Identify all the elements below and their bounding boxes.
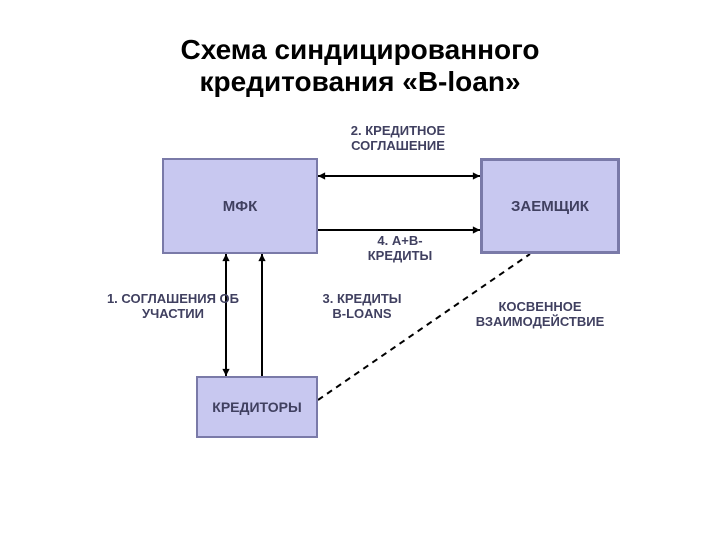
- label-3-line: 3. КРЕДИТЫ: [292, 292, 432, 307]
- label-4: 4. А+В-КРЕДИТЫ: [320, 234, 480, 264]
- label-1: 1. СОГЛАШЕНИЯ ОБУЧАСТИИ: [78, 292, 268, 322]
- label-2-line: СОГЛАШЕНИЕ: [318, 139, 478, 154]
- title-line-1: Схема синдицированного: [0, 34, 720, 66]
- node-creditors-label: КРЕДИТОРЫ: [212, 399, 301, 415]
- diagram-title: Схема синдицированного кредитования «B-l…: [0, 34, 720, 98]
- label-4-line: КРЕДИТЫ: [320, 249, 480, 264]
- label-3-line: B-LOANS: [292, 307, 432, 322]
- label-k-line: ВЗАИМОДЕЙСТВИЕ: [440, 315, 640, 330]
- node-borrower: ЗАЕМЩИК: [480, 158, 620, 254]
- label-3: 3. КРЕДИТЫB-LOANS: [292, 292, 432, 322]
- label-2-line: 2. КРЕДИТНОЕ: [318, 124, 478, 139]
- node-mfk: МФК: [162, 158, 318, 254]
- label-1-line: 1. СОГЛАШЕНИЯ ОБ: [78, 292, 268, 307]
- node-borrower-label: ЗАЕМЩИК: [511, 198, 589, 215]
- label-k-line: КОСВЕННОЕ: [440, 300, 640, 315]
- label-1-line: УЧАСТИИ: [78, 307, 268, 322]
- node-mfk-label: МФК: [223, 198, 257, 215]
- diagram-stage: Схема синдицированного кредитования «B-l…: [0, 0, 720, 540]
- title-line-2: кредитования «B-loan»: [0, 66, 720, 98]
- label-4-line: 4. А+В-: [320, 234, 480, 249]
- node-creditors: КРЕДИТОРЫ: [196, 376, 318, 438]
- label-k: КОСВЕННОЕВЗАИМОДЕЙСТВИЕ: [440, 300, 640, 330]
- connector-mfk-borrower-top: [318, 172, 480, 179]
- label-2: 2. КРЕДИТНОЕСОГЛАШЕНИЕ: [318, 124, 478, 154]
